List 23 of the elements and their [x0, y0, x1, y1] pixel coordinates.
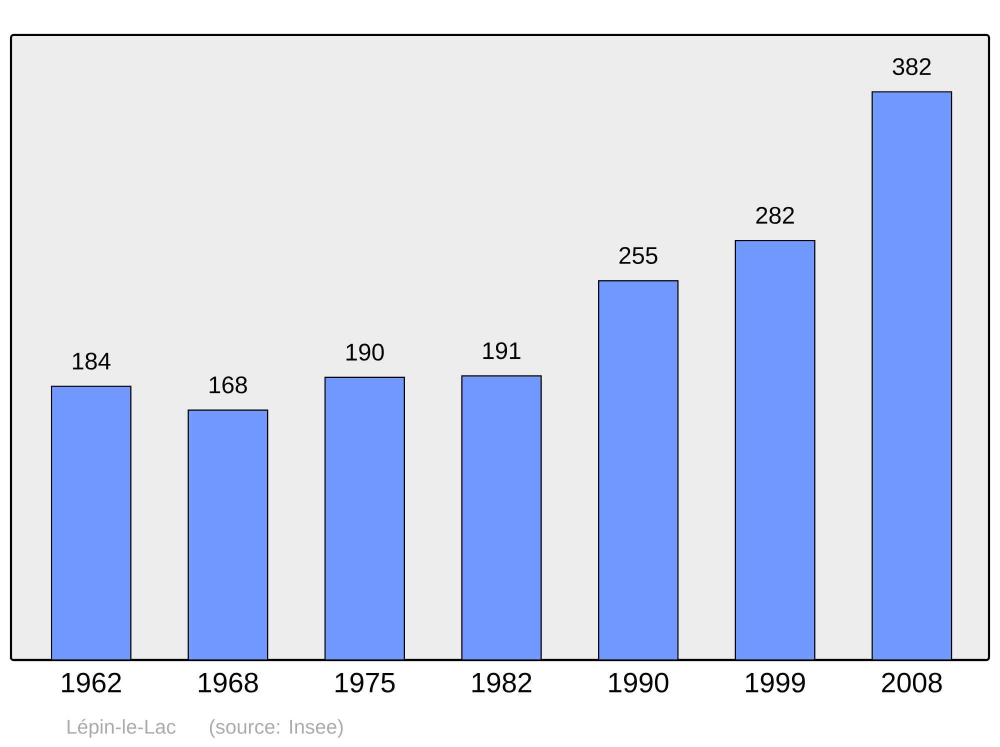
bar: [872, 91, 952, 660]
data-label: 190: [346, 344, 384, 361]
data-label: 168: [210, 376, 247, 394]
text: (source: Insee): [210, 719, 343, 738]
x-tick-label: 1975: [336, 672, 395, 693]
bar: [324, 376, 405, 660]
bar: [50, 386, 132, 660]
x-tick-label: 1990: [609, 672, 668, 693]
x-tick-label: 1968: [198, 672, 258, 693]
data-label: 255: [619, 246, 658, 264]
bar: [598, 280, 679, 660]
x-tick-label: 1962: [62, 672, 121, 693]
data-label: 191: [483, 342, 520, 360]
data-label: 184: [72, 352, 110, 370]
data-label: 382: [892, 58, 931, 76]
x-tick-label: 2008: [882, 672, 942, 693]
text: Lépin-le-Lac: [68, 718, 176, 738]
bar: [461, 375, 542, 660]
bar: [188, 410, 268, 660]
x-tick-label: 1999: [746, 672, 805, 693]
data-label: 282: [756, 206, 794, 224]
x-tick-label: 1982: [472, 672, 532, 693]
bar: [734, 240, 816, 660]
